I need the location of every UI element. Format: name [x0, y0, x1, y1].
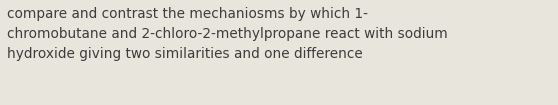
- Text: compare and contrast the mechaniosms by which 1-
chromobutane and 2-chloro-2-met: compare and contrast the mechaniosms by …: [7, 7, 448, 61]
